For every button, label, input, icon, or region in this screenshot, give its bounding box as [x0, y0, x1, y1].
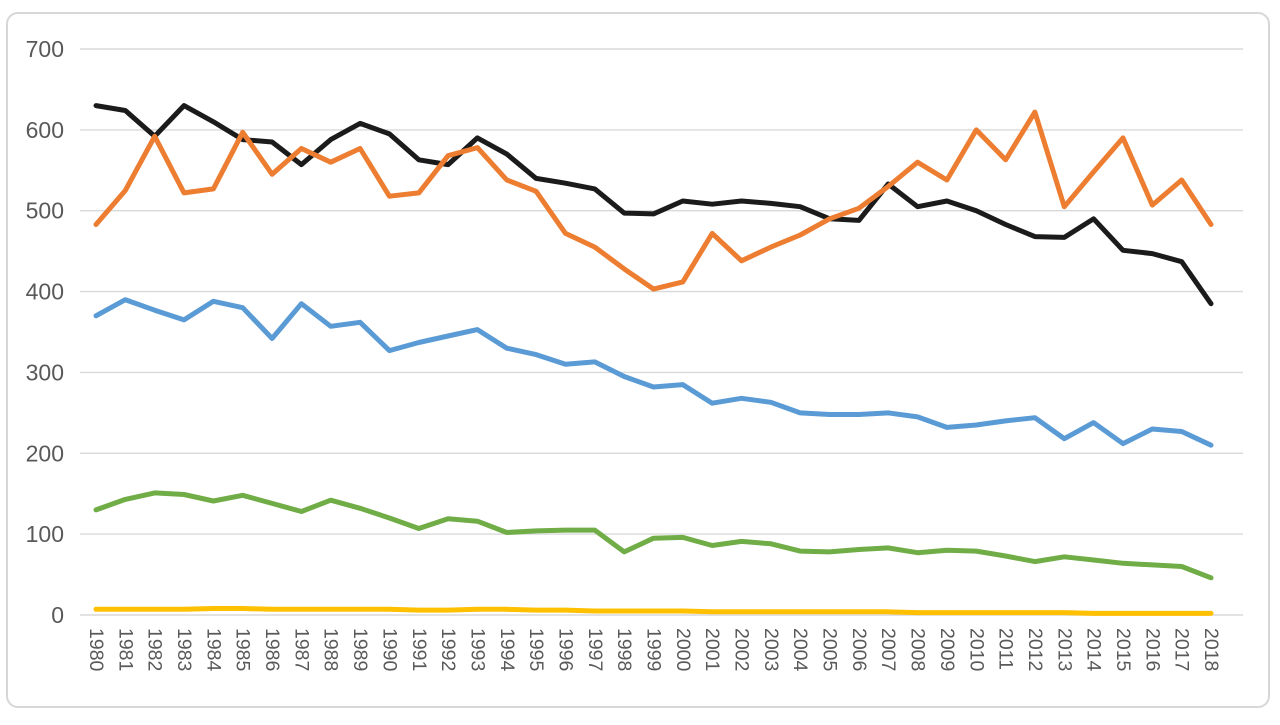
x-tick-label-1992: 1992: [437, 628, 459, 671]
x-tick-label-1980: 1980: [85, 628, 107, 672]
x-tick-label-1983: 1983: [173, 628, 195, 671]
x-tick-label-2010: 2010: [965, 628, 987, 672]
x-tick-label-2004: 2004: [789, 628, 811, 672]
x-tick-label-1988: 1988: [320, 628, 342, 671]
x-tick-label-1984: 1984: [202, 628, 224, 672]
x-tick-label-2009: 2009: [936, 628, 958, 671]
x-tick-label-1981: 1981: [114, 628, 136, 671]
y-tick-label-100: 100: [26, 521, 64, 547]
x-tick-label-1987: 1987: [290, 628, 312, 671]
x-tick-label-1993: 1993: [466, 628, 488, 671]
x-tick-label-2008: 2008: [907, 628, 929, 671]
x-tick-label-2005: 2005: [819, 628, 841, 672]
x-tick-label-1998: 1998: [613, 628, 635, 671]
x-tick-label-1986: 1986: [261, 628, 283, 671]
x-tick-label-1999: 1999: [643, 628, 665, 671]
x-tick-label-1994: 1994: [496, 628, 518, 672]
chart-frame: [6, 12, 1270, 708]
x-tick-label-2018: 2018: [1200, 628, 1222, 671]
x-tick-label-1997: 1997: [584, 628, 606, 671]
x-tick-label-1989: 1989: [349, 628, 371, 671]
x-tick-label-2011: 2011: [995, 628, 1017, 670]
series-line-yellow: [93, 606, 1214, 616]
series-line-orange: [93, 109, 1214, 292]
y-tick-label-300: 300: [26, 359, 64, 385]
x-tick-label-2014: 2014: [1083, 628, 1105, 672]
x-tick-label-2000: 2000: [672, 628, 694, 672]
y-tick-label-0: 0: [51, 602, 64, 628]
y-tick-label-200: 200: [26, 440, 64, 466]
x-tick-label-2006: 2006: [848, 628, 870, 671]
y-tick-label-400: 400: [26, 279, 64, 305]
y-tick-label-500: 500: [26, 198, 64, 224]
series-line-blue: [93, 297, 1214, 448]
x-tick-label-1995: 1995: [525, 628, 547, 672]
series-line-green: [93, 490, 1214, 581]
x-tick-label-2007: 2007: [877, 628, 899, 671]
y-tick-label-600: 600: [26, 117, 64, 143]
y-tick-label-700: 700: [26, 36, 64, 62]
x-tick-label-1985: 1985: [232, 628, 254, 672]
series-line-black: [93, 103, 1214, 307]
x-tick-label-1996: 1996: [555, 628, 577, 671]
x-tick-label-1990: 1990: [378, 628, 400, 672]
x-tick-label-2001: 2001: [701, 628, 723, 671]
x-tick-label-2016: 2016: [1141, 628, 1163, 671]
x-tick-label-2015: 2015: [1112, 628, 1134, 672]
x-tick-label-1991: 1991: [408, 628, 430, 671]
x-tick-label-2002: 2002: [731, 628, 753, 671]
x-tick-label-2003: 2003: [760, 628, 782, 671]
x-tick-label-2012: 2012: [1024, 628, 1046, 671]
x-tick-label-2017: 2017: [1171, 628, 1193, 671]
x-tick-label-2013: 2013: [1053, 628, 1075, 671]
x-tick-label-1982: 1982: [144, 628, 166, 671]
